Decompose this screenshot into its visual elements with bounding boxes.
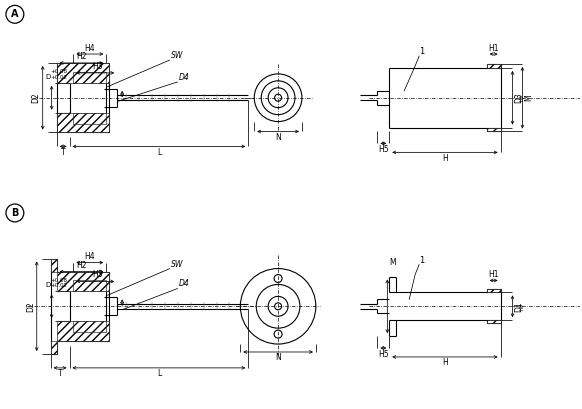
Text: M: M — [389, 258, 396, 267]
Text: L: L — [157, 148, 161, 157]
Text: D2: D2 — [31, 92, 41, 103]
Text: D3: D3 — [514, 92, 523, 103]
Bar — [56, 63, 109, 83]
Bar — [73, 72, 107, 83]
Text: 1: 1 — [419, 256, 424, 265]
Text: H3: H3 — [92, 62, 102, 71]
Bar — [73, 281, 107, 291]
Bar — [487, 320, 501, 323]
Text: D: D — [45, 283, 51, 288]
Text: H: H — [442, 358, 448, 367]
Text: D1: D1 — [514, 301, 523, 312]
Text: T: T — [58, 369, 62, 378]
Text: L: L — [157, 369, 161, 378]
Text: H5: H5 — [378, 350, 389, 359]
Text: H1: H1 — [488, 43, 499, 52]
Text: B: B — [11, 208, 19, 218]
Bar — [73, 321, 107, 332]
Text: H3: H3 — [92, 270, 102, 279]
Text: N: N — [275, 133, 281, 142]
Text: H4: H4 — [84, 43, 95, 52]
Bar — [56, 321, 109, 341]
Text: H2: H2 — [76, 261, 87, 270]
Bar — [487, 64, 501, 68]
Text: H5: H5 — [378, 145, 389, 154]
Text: H1: H1 — [488, 270, 499, 279]
Text: H4: H4 — [84, 252, 95, 261]
Bar — [56, 112, 109, 133]
Text: M: M — [524, 94, 534, 101]
Text: D2: D2 — [26, 301, 35, 312]
Text: SW: SW — [171, 260, 183, 269]
Bar — [73, 112, 107, 124]
Bar — [56, 272, 109, 291]
Text: D4: D4 — [179, 73, 190, 82]
Text: H: H — [442, 154, 448, 163]
Text: +0.08
+0.02: +0.08 +0.02 — [51, 278, 68, 288]
Text: +0.08
+0.02: +0.08 +0.02 — [51, 69, 68, 80]
Text: D4: D4 — [179, 279, 190, 288]
Bar — [487, 128, 501, 132]
Text: h9: h9 — [520, 94, 524, 101]
Text: T: T — [61, 148, 65, 157]
Bar — [487, 290, 501, 292]
Text: H2: H2 — [76, 52, 87, 61]
Text: N: N — [275, 353, 281, 362]
Bar — [51, 341, 56, 354]
Bar — [51, 258, 56, 272]
Text: D: D — [45, 74, 51, 80]
Text: SW: SW — [171, 51, 183, 60]
Text: A: A — [11, 9, 19, 19]
Text: 1: 1 — [419, 47, 424, 56]
Text: h9: h9 — [520, 303, 524, 310]
